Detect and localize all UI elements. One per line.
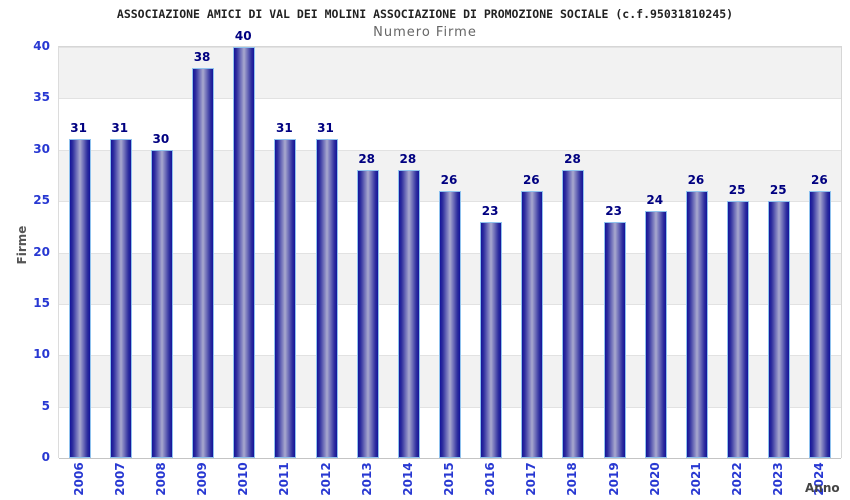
bar-value-label: 26 bbox=[811, 172, 828, 187]
gridline bbox=[59, 149, 841, 151]
x-tick-label: 2016 bbox=[483, 462, 498, 496]
bar-2010 bbox=[233, 47, 256, 458]
bar-2015 bbox=[439, 190, 461, 458]
bar-2007 bbox=[109, 139, 132, 458]
bar-value-label: 24 bbox=[646, 193, 664, 208]
bar-value-label: 31 bbox=[111, 121, 129, 136]
bar-2022 bbox=[727, 201, 750, 458]
x-tick-label: 2008 bbox=[153, 462, 168, 496]
y-tick-label: 35 bbox=[33, 90, 50, 105]
grid-band bbox=[59, 47, 841, 99]
y-tick-label: 0 bbox=[41, 450, 50, 464]
x-tick-label: 2015 bbox=[442, 462, 456, 496]
y-tick-label: 20 bbox=[33, 244, 50, 259]
bar-2021 bbox=[685, 190, 708, 458]
x-tick-label: 2013 bbox=[359, 462, 374, 496]
gridline bbox=[59, 47, 841, 48]
x-tick-label: 2022 bbox=[730, 462, 745, 496]
bar-2006 bbox=[68, 139, 91, 458]
x-tick-label: 2012 bbox=[318, 462, 333, 496]
x-tick-label: 2020 bbox=[647, 462, 662, 496]
bar-value-label: 31 bbox=[70, 121, 87, 136]
y-tick-label: 15 bbox=[33, 295, 50, 310]
bar-2018 bbox=[562, 170, 585, 458]
x-tick-label: 2006 bbox=[71, 462, 86, 496]
bar-value-label: 31 bbox=[317, 121, 334, 136]
y-tick-label: 5 bbox=[41, 398, 50, 413]
chart-subtitle: Numero Firme bbox=[373, 25, 477, 40]
x-tick-label: 2010 bbox=[236, 462, 251, 496]
bar-value-label: 30 bbox=[152, 131, 170, 146]
bar-2020 bbox=[644, 211, 667, 458]
y-tick-label: 40 bbox=[33, 39, 50, 53]
x-tick-label: 2009 bbox=[195, 462, 210, 496]
bar-2014 bbox=[397, 170, 420, 458]
bar-2016 bbox=[480, 221, 503, 458]
y-tick-label: 30 bbox=[33, 141, 50, 156]
grid-band bbox=[59, 98, 841, 150]
chart-title: ASSOCIAZIONE AMICI DI VAL DEI MOLINI ASS… bbox=[116, 7, 734, 21]
gridline bbox=[59, 98, 841, 100]
bar-2023 bbox=[768, 201, 791, 458]
bar-value-label: 40 bbox=[234, 29, 252, 43]
bar-value-label: 23 bbox=[481, 203, 499, 218]
x-tick-label: 2011 bbox=[277, 462, 292, 496]
bar-2013 bbox=[356, 170, 379, 458]
bar-2008 bbox=[150, 149, 173, 458]
bar-2012 bbox=[315, 139, 338, 458]
bar-2019 bbox=[603, 221, 626, 458]
x-tick-label: 2014 bbox=[400, 462, 415, 496]
bar-2017 bbox=[521, 190, 544, 458]
x-tick-label: 2017 bbox=[524, 462, 539, 496]
bar-value-label: 28 bbox=[399, 152, 417, 167]
x-tick-label: 2021 bbox=[688, 462, 703, 496]
bar-value-label: 28 bbox=[564, 152, 581, 167]
bar-value-label: 28 bbox=[358, 152, 376, 167]
x-axis-line bbox=[59, 458, 841, 459]
x-tick-label: 2023 bbox=[771, 462, 786, 496]
bar-value-label: 26 bbox=[522, 172, 540, 187]
bar-value-label: 25 bbox=[728, 183, 746, 198]
y-tick-label: 10 bbox=[33, 347, 50, 362]
bar-value-label: 23 bbox=[605, 203, 622, 218]
y-tick-label: 25 bbox=[33, 193, 50, 208]
x-tick-label: 2019 bbox=[606, 462, 621, 496]
bar-value-label: 38 bbox=[193, 49, 211, 64]
bar-value-label: 31 bbox=[276, 121, 293, 136]
bar-value-label: 26 bbox=[440, 172, 458, 187]
bar-value-label: 25 bbox=[769, 183, 787, 198]
plot-area bbox=[58, 46, 842, 459]
bar-2024 bbox=[809, 190, 832, 458]
x-tick-label: 2007 bbox=[112, 462, 127, 496]
bar-2011 bbox=[274, 139, 297, 458]
bar-2009 bbox=[192, 67, 215, 458]
x-axis-title: Anno bbox=[805, 481, 840, 495]
x-tick-label: 2018 bbox=[565, 462, 580, 496]
bar-value-label: 26 bbox=[687, 172, 705, 187]
